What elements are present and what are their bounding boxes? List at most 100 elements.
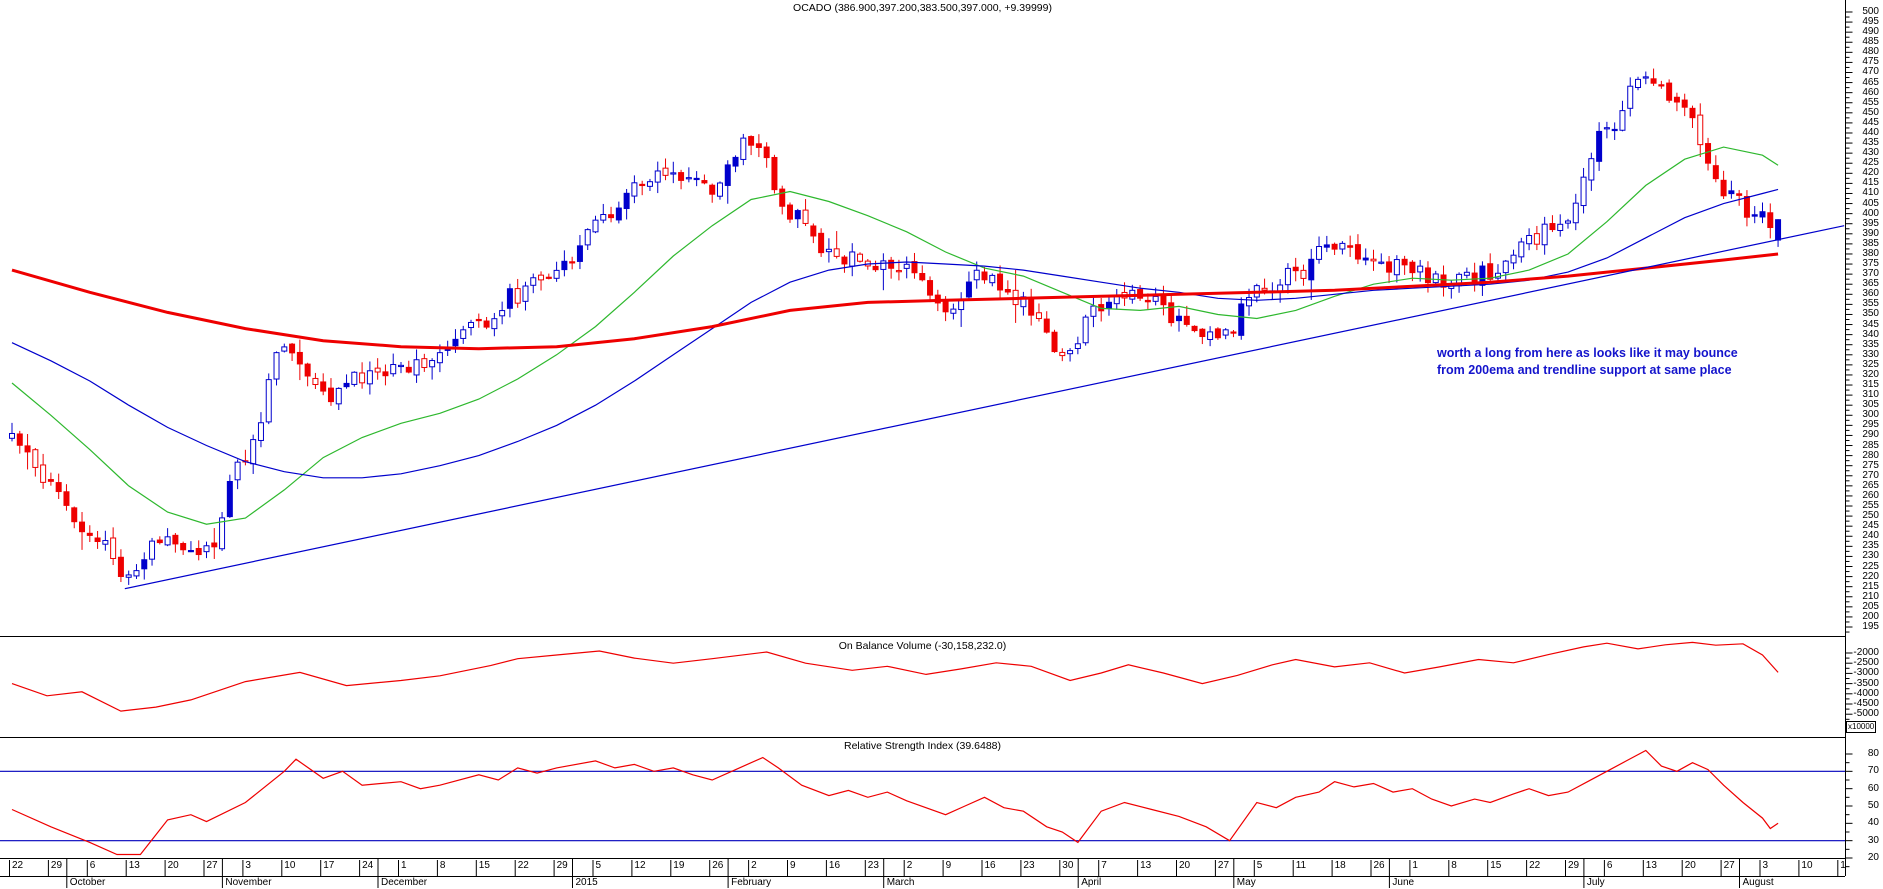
date-week-label: 12 [634, 860, 646, 871]
date-week-label: 15 [478, 860, 490, 871]
date-month-label: February [731, 877, 772, 888]
price-axis-tick-label: 300 [1862, 409, 1879, 420]
date-week-label: 8 [439, 860, 446, 871]
obv-axis-tick-label: -5000 [1853, 708, 1879, 719]
trade-note-annotation[interactable]: worth a long from here as looks like it … [1437, 345, 1738, 379]
date-week-label: 27 [1217, 860, 1230, 871]
obv-scale-multiplier: x10000 [1846, 721, 1877, 733]
rsi-pane-title: Relative Strength Index (39.6488) [843, 740, 1001, 752]
obv-axis-tick-label: -4000 [1853, 688, 1879, 699]
date-month-label: August [1742, 877, 1774, 888]
obv-pane-title: On Balance Volume (-30,158,232.0) [838, 640, 1007, 652]
price-axis-tick-label: 445 [1862, 117, 1879, 128]
price-axis-tick-label: 310 [1862, 389, 1879, 400]
date-week-label: 1 [1840, 860, 1846, 871]
date-week-label: 3 [245, 860, 251, 871]
date-week-label: 7 [1101, 860, 1107, 871]
date-week-label: 9 [945, 860, 952, 871]
price-axis-tick-label: 255 [1862, 500, 1879, 511]
price-axis-tick-label: 350 [1862, 308, 1879, 319]
ema-200-line [11, 252, 1779, 351]
date-week-label: 1 [1412, 860, 1418, 871]
price-axis-tick-label: 345 [1862, 319, 1879, 330]
price-axis-tick-label: 205 [1862, 601, 1879, 612]
price-axis-tick-label: 330 [1862, 349, 1879, 360]
date-week-label: 29 [556, 860, 568, 871]
price-axis-tick-label: 450 [1862, 107, 1879, 118]
price-axis-tick-label: 305 [1862, 399, 1879, 410]
date-week-label: 13 [1140, 860, 1152, 871]
price-axis-tick-label: 360 [1862, 288, 1879, 299]
date-week-label: 20 [167, 860, 179, 871]
price-axis-tick-label: 495 [1862, 16, 1879, 27]
date-month-label: October [69, 877, 106, 888]
price-axis-tick-label: 465 [1862, 77, 1879, 88]
date-week-label: 22 [12, 860, 24, 871]
price-axis-tick-label: 275 [1862, 460, 1879, 471]
price-axis-tick-label: 235 [1862, 540, 1879, 551]
date-week-label: 2 [751, 860, 757, 871]
price-axis-tick-label: 250 [1862, 510, 1879, 521]
date-week-label: 30 [1062, 860, 1074, 871]
date-month-label: June [1392, 877, 1415, 888]
date-week-label: 10 [1801, 860, 1813, 871]
trade-note-line-2: from 200ema and trendline support at sam… [1437, 363, 1732, 377]
price-axis-tick-label: 260 [1862, 490, 1879, 501]
rsi-axis-tick-label: 60 [1867, 783, 1879, 794]
trade-note-line-1: worth a long from here as looks like it … [1437, 346, 1738, 360]
price-axis-tick-label: 460 [1862, 87, 1879, 98]
price-axis-tick-label: 200 [1862, 611, 1879, 622]
date-week-label: 29 [1568, 860, 1580, 871]
price-axis-tick-label: 500 [1862, 6, 1879, 17]
price-axis-tick-label: 405 [1862, 198, 1879, 209]
obv-axis-tick-label: -4500 [1853, 698, 1879, 709]
date-month-label: March [886, 877, 915, 888]
date-month-label: December [381, 877, 428, 888]
date-week-label: 6 [89, 860, 96, 871]
price-axis-tick-label: 285 [1862, 440, 1879, 451]
price-axis-tick-label: 210 [1862, 591, 1879, 602]
price-axis-tick-label: 440 [1862, 127, 1879, 138]
price-axis-tick-label: 315 [1862, 379, 1879, 390]
date-week-label: 3 [1762, 860, 1769, 871]
price-axis-tick-label: 230 [1862, 550, 1879, 561]
trendline-line [124, 225, 1845, 590]
rsi-axis-tick-label: 50 [1867, 800, 1879, 811]
price-pane-title: OCADO (386.900,397.200,383.500,397.000, … [793, 2, 1052, 14]
rsi-line [11, 749, 1779, 856]
date-week-label: 9 [790, 860, 796, 871]
date-week-label: 26 [1373, 860, 1385, 871]
date-week-label: 2 [906, 860, 913, 871]
date-month-label: April [1081, 877, 1102, 888]
obv-line [11, 641, 1779, 712]
price-axis-tick-label: 290 [1862, 429, 1879, 440]
date-week-label: 29 [50, 860, 63, 871]
price-axis-tick-label: 320 [1862, 369, 1879, 380]
price-axis-tick-label: 245 [1862, 520, 1879, 531]
ema-slow-line [11, 188, 1779, 479]
price-axis-tick-label: 340 [1862, 329, 1879, 340]
price-axis-tick-label: 370 [1862, 268, 1879, 279]
obv-axis-tick-label: -2000 [1853, 647, 1879, 658]
date-week-label: 26 [712, 860, 724, 871]
price-axis-tick-label: 265 [1862, 480, 1879, 491]
date-week-label: 22 [1529, 860, 1541, 871]
price-axis-tick-label: 270 [1862, 470, 1879, 481]
price-axis-tick-label: 195 [1862, 621, 1879, 632]
price-axis-tick-label: 240 [1862, 530, 1879, 541]
price-axis-tick-label: 425 [1862, 157, 1879, 168]
price-axis-tick-label: 375 [1862, 258, 1879, 269]
price-axis-tick-label: 485 [1862, 36, 1879, 47]
date-week-label: 6 [1606, 860, 1613, 871]
date-month-label: November [225, 877, 272, 888]
price-axis-tick-label: 475 [1862, 56, 1879, 67]
obv-axis-tick-label: -2500 [1853, 657, 1879, 668]
price-axis-tick-label: 400 [1862, 208, 1879, 219]
date-week-label: 15 [1490, 860, 1502, 871]
date-week-label: 18 [1334, 860, 1346, 871]
price-axis-tick-label: 215 [1862, 581, 1879, 592]
date-week-label: 27 [206, 860, 218, 871]
price-axis-tick-label: 280 [1862, 450, 1879, 461]
